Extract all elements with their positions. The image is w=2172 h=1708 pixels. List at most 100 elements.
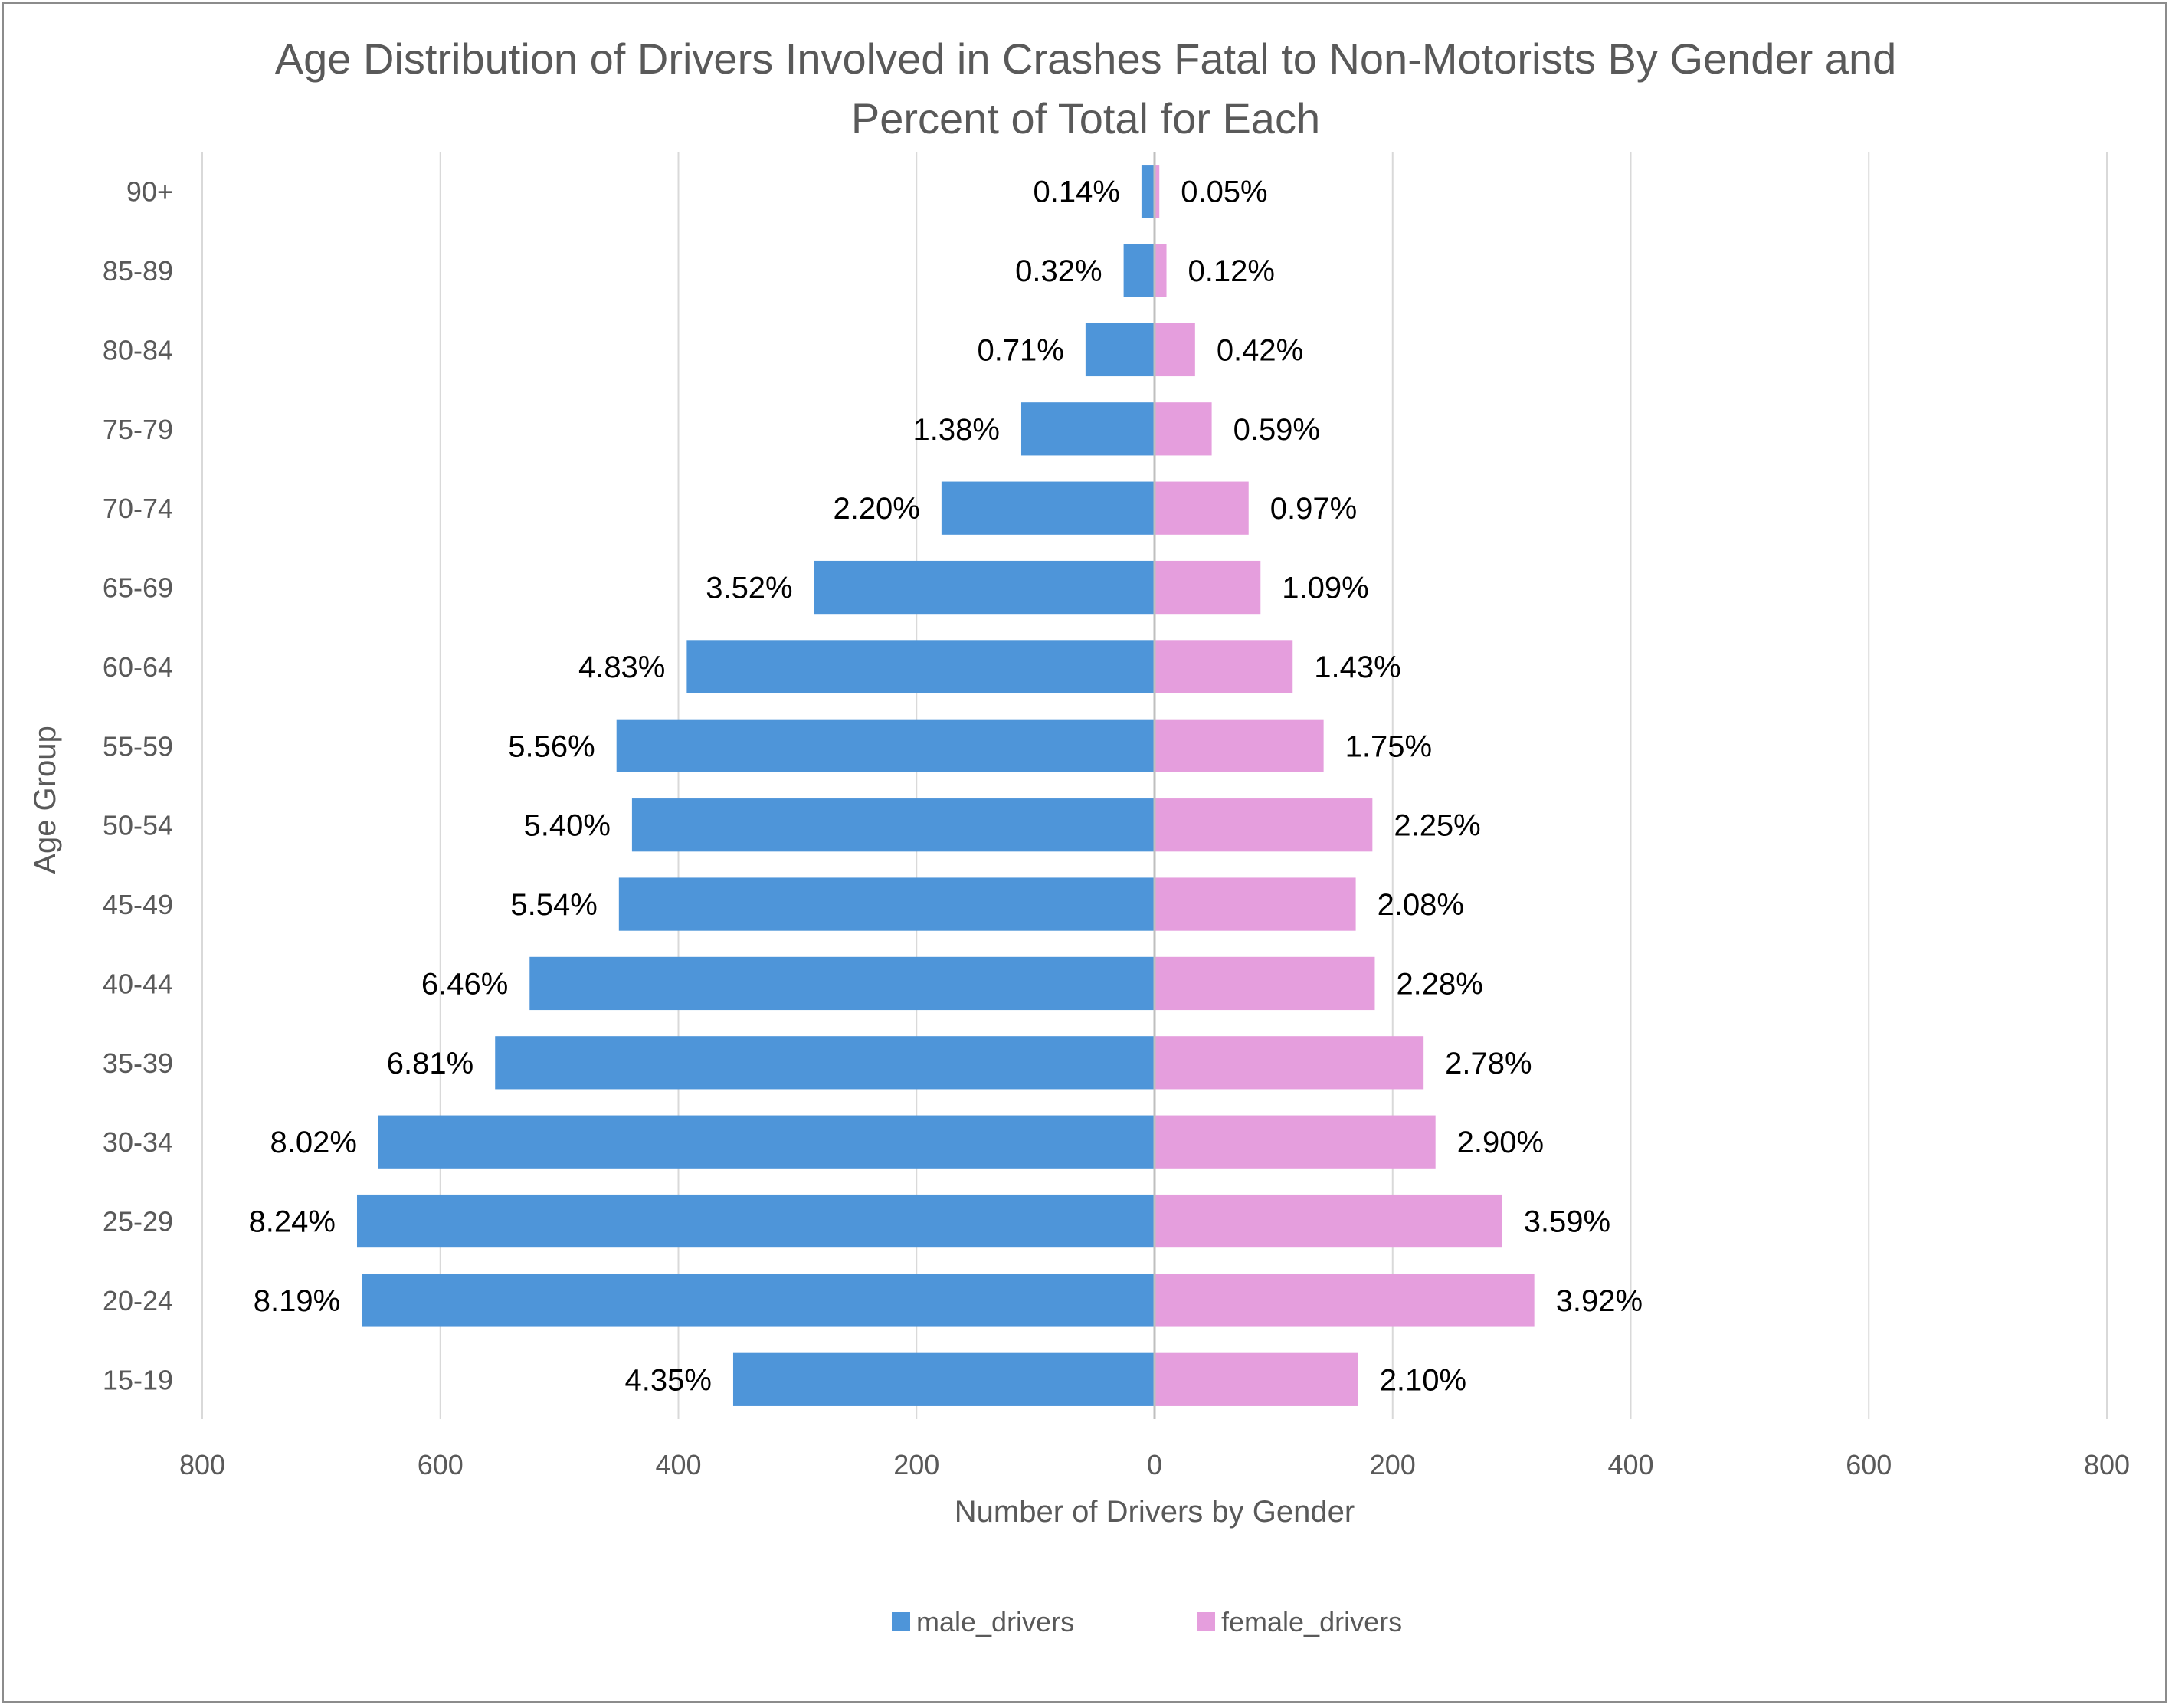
legend-swatch-female	[1197, 1612, 1215, 1631]
data-label-female: 2.10%	[1380, 1363, 1466, 1397]
bar-female	[1155, 877, 1356, 931]
bar-male	[616, 719, 1155, 772]
bar-male	[618, 877, 1155, 931]
bar-male	[1141, 165, 1155, 218]
legend-swatch-male	[892, 1612, 910, 1631]
legend-label-male: male_drivers	[916, 1606, 1074, 1638]
bar-male	[1020, 402, 1155, 456]
bar-male	[1123, 244, 1155, 297]
chart-title-line-2: Percent of Total for Each	[851, 94, 1320, 143]
data-label-male: 8.19%	[254, 1284, 340, 1318]
x-tick-label: 600	[418, 1449, 464, 1480]
x-tick-label: 800	[179, 1449, 225, 1480]
data-label-male: 5.40%	[523, 809, 610, 843]
data-label-male: 5.54%	[510, 888, 597, 922]
chart-title-line-1: Age Distribution of Drivers Involved in …	[275, 34, 1896, 83]
data-label-female: 3.59%	[1524, 1205, 1610, 1239]
legend: male_drivers female_drivers	[892, 1606, 1402, 1638]
x-tick-label: 800	[2084, 1449, 2130, 1480]
bar-male	[356, 1194, 1155, 1248]
data-label-female: 0.12%	[1188, 254, 1275, 288]
bar-male	[814, 560, 1155, 615]
bar-male	[495, 1036, 1155, 1090]
data-label-female: 2.90%	[1457, 1126, 1544, 1159]
data-label-female: 2.25%	[1394, 809, 1480, 843]
data-label-female: 1.43%	[1314, 651, 1400, 684]
y-axis-categories: 15-19 20-24 25-29 30-34 35-39 40-44 45-49 50-54…	[103, 176, 173, 1396]
legend-label-female: female_drivers	[1221, 1606, 1402, 1638]
bar-female	[1155, 560, 1261, 615]
x-tick-label: 200	[1370, 1449, 1416, 1480]
y-category-label: 65-69	[103, 572, 173, 604]
data-label-female: 2.08%	[1378, 888, 1464, 922]
bar-female	[1155, 1274, 1535, 1327]
bar-female	[1155, 244, 1167, 297]
bar-male	[1085, 323, 1155, 377]
x-tick-label: 0	[1147, 1449, 1162, 1480]
data-label-female: 1.75%	[1345, 729, 1432, 763]
data-label-male: 5.56%	[508, 729, 595, 763]
x-axis-title: Number of Drivers by Gender	[955, 1495, 1355, 1529]
data-label-female: 0.05%	[1181, 175, 1267, 209]
y-category-label: 90+	[126, 176, 173, 208]
data-label-male: 4.83%	[578, 651, 665, 684]
y-category-label: 70-74	[103, 493, 173, 524]
y-axis-title: Age Group	[28, 726, 62, 874]
data-label-male: 0.14%	[1033, 175, 1119, 209]
bar-male	[529, 956, 1155, 1011]
bar-female	[1155, 165, 1160, 218]
data-label-male: 0.32%	[1015, 254, 1102, 288]
data-label-male: 8.02%	[270, 1126, 357, 1159]
data-label-male: 2.20%	[833, 492, 919, 526]
x-tick-label: 400	[655, 1449, 701, 1480]
data-label-male: 6.81%	[387, 1047, 473, 1080]
data-labels: 4.35% 2.10% 8.19% 3.92% 8.24% 3.59% 8.02% 2.90%…	[249, 175, 1643, 1398]
bar-female	[1155, 956, 1375, 1011]
y-category-label: 35-39	[103, 1047, 173, 1079]
data-label-female: 0.97%	[1270, 492, 1357, 526]
bar-female	[1155, 1352, 1358, 1406]
x-tick-label: 600	[1846, 1449, 1892, 1480]
bar-male	[941, 481, 1155, 535]
bar-female	[1155, 1036, 1424, 1090]
bar-male	[732, 1352, 1155, 1406]
y-category-label: 60-64	[103, 651, 173, 683]
data-label-female: 0.42%	[1217, 333, 1303, 367]
bar-female	[1155, 719, 1324, 772]
y-category-label: 85-89	[103, 255, 173, 287]
x-axis-ticks: 800 600 400 200 0 200 400 600 800	[179, 1449, 2130, 1480]
y-category-label: 40-44	[103, 968, 173, 999]
data-label-male: 3.52%	[706, 572, 792, 605]
bars	[356, 165, 1535, 1406]
x-tick-label: 400	[1607, 1449, 1653, 1480]
data-label-female: 0.59%	[1233, 413, 1320, 447]
bar-female	[1155, 1194, 1502, 1248]
y-category-label: 80-84	[103, 334, 173, 366]
y-category-label: 30-34	[103, 1126, 173, 1158]
bar-female	[1155, 323, 1195, 377]
bar-male	[362, 1274, 1155, 1327]
y-category-label: 15-19	[103, 1364, 173, 1395]
x-tick-label: 200	[893, 1449, 939, 1480]
data-label-male: 0.71%	[977, 333, 1063, 367]
data-label-female: 2.28%	[1396, 967, 1482, 1001]
bar-female	[1155, 402, 1212, 456]
y-category-label: 45-49	[103, 889, 173, 920]
bar-male	[631, 798, 1155, 852]
y-category-label: 55-59	[103, 730, 173, 762]
data-label-male: 8.24%	[249, 1205, 336, 1239]
bar-female	[1155, 481, 1249, 535]
bar-male	[378, 1115, 1155, 1169]
y-category-label: 75-79	[103, 414, 173, 445]
y-category-label: 20-24	[103, 1285, 173, 1316]
data-label-male: 4.35%	[625, 1363, 712, 1397]
y-category-label: 25-29	[103, 1206, 173, 1238]
bar-female	[1155, 798, 1373, 852]
data-label-male: 1.38%	[913, 413, 1000, 447]
data-label-female: 2.78%	[1445, 1047, 1532, 1080]
data-label-female: 1.09%	[1282, 572, 1368, 605]
bar-female	[1155, 1115, 1436, 1169]
data-label-male: 6.46%	[421, 967, 508, 1001]
